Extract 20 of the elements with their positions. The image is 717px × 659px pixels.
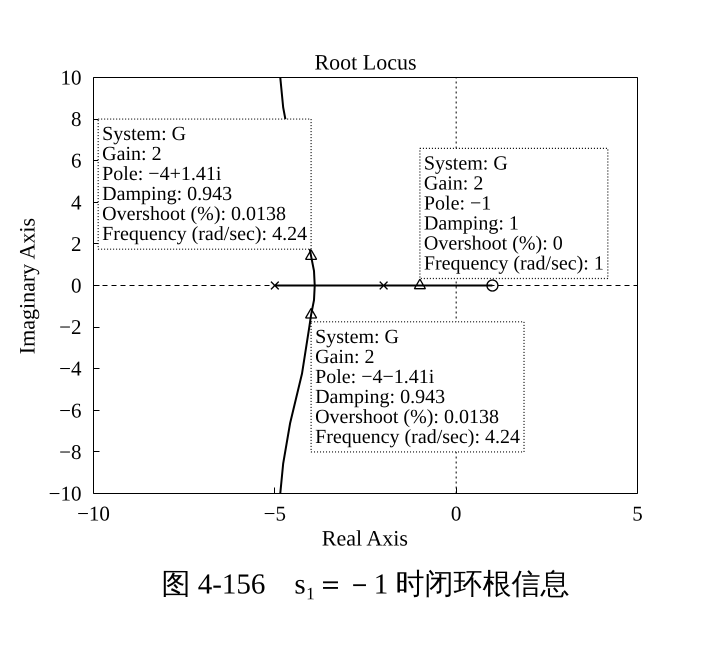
x-tick-label: 5 [632, 502, 643, 526]
chart-title: Root Locus [314, 50, 417, 74]
x-tick-label: −5 [264, 502, 286, 526]
y-tick-label: 4 [71, 190, 82, 214]
y-tick-label: −4 [59, 356, 82, 381]
y-tick-label: 10 [60, 66, 82, 90]
x-axis-title: Real Axis [322, 526, 408, 550]
y-tick-label: 0 [71, 274, 82, 298]
caption: 图 4-156 s₁＝－1 时闭环根信息 [161, 568, 570, 600]
x-tick-label: 0 [450, 502, 462, 526]
y-axis-title: Imaginary Axis [14, 218, 40, 354]
y-tick-label: 8 [71, 107, 82, 132]
annotation: System: G Gain: 2 Pole: −4−1.41i Damping: 0.943 Overshoot (%): 0.0138 Frequency (rad/sec): 4.24 [315, 326, 520, 448]
y-tick-label: 6 [71, 148, 82, 173]
y-tick-label: 2 [71, 232, 82, 256]
annotation: System: G Gain: 2 Pole: −1 Damping: 1 Overshoot (%): 0 Frequency (rad/sec): 1 [424, 152, 604, 274]
y-tick-label: −6 [59, 398, 82, 422]
y-tick-label: −10 [48, 482, 82, 506]
y-tick-label: −8 [59, 440, 82, 464]
y-tick-label: −2 [59, 315, 82, 340]
